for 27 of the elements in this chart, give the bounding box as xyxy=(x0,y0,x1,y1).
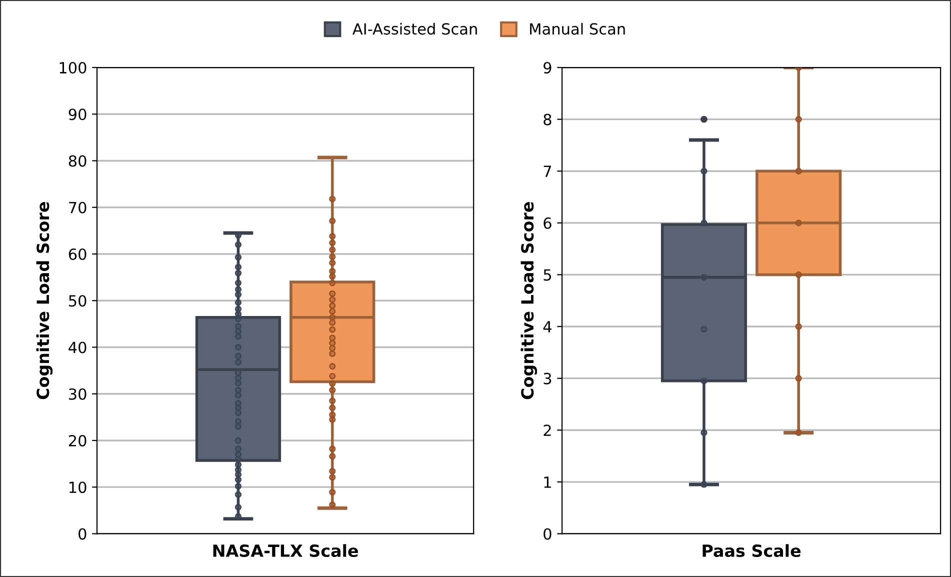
y-tick-label: 50 xyxy=(69,295,86,307)
y-tick-label: 0 xyxy=(78,528,86,540)
y-tick-label: 1 xyxy=(544,476,551,488)
y-tick-label: 2 xyxy=(544,424,551,436)
x-axis-title: NASA-TLX Scale xyxy=(213,544,358,558)
legend-label: Manual Scan xyxy=(530,22,625,35)
y-tick-label: 0 xyxy=(544,528,552,540)
y-tick-label: 10 xyxy=(70,482,86,494)
y-axis-title: Cognitive Load Score xyxy=(36,202,53,400)
y-tick-label: 8 xyxy=(544,114,552,126)
y-tick-label: 3 xyxy=(544,372,552,384)
legend-label: AI-Assisted Scan xyxy=(352,22,477,35)
y-tick-label: 5 xyxy=(544,269,551,281)
y-tick-label: 40 xyxy=(68,342,86,354)
y-tick-label: 70 xyxy=(69,202,86,214)
y-axis-title: Cognitive Load Score xyxy=(520,202,538,400)
y-tick-label: 6 xyxy=(544,217,552,229)
y-tick-label: 20 xyxy=(68,434,86,447)
y-tick-label: 4 xyxy=(543,321,552,332)
y-tick-label: 30 xyxy=(69,388,86,400)
y-tick-label: 7 xyxy=(544,166,552,177)
y-tick-label: 90 xyxy=(68,108,86,120)
x-axis-title: Paas Scale xyxy=(702,544,801,558)
y-tick-label: 100 xyxy=(60,62,86,74)
y-tick-label: 60 xyxy=(68,248,86,260)
y-tick-label: 80 xyxy=(68,155,86,167)
y-tick-label: 9 xyxy=(544,62,552,74)
